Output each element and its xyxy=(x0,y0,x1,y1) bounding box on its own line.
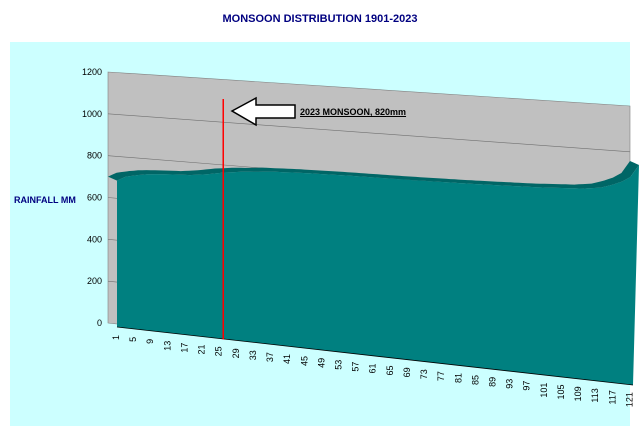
x-tick-label: 49 xyxy=(316,358,326,368)
area-top-surface xyxy=(108,161,639,189)
y-tick-label: 600 xyxy=(87,193,102,203)
x-tick-label: 37 xyxy=(265,352,275,362)
x-tick-label: 17 xyxy=(179,343,189,353)
x-tick-label: 13 xyxy=(162,341,172,351)
chart-title: MONSOON DISTRIBUTION 1901-2023 xyxy=(222,13,418,25)
y-axis-label: RAINFALL MM xyxy=(14,195,76,205)
x-tick-label: 25 xyxy=(214,346,224,356)
x-tick-label: 109 xyxy=(573,386,583,401)
x-tick-label: 85 xyxy=(470,375,480,385)
x-tick-label: 101 xyxy=(539,383,549,398)
x-tick-label: 21 xyxy=(197,345,207,355)
x-tick-label: 81 xyxy=(453,373,463,383)
x-tick-label: 45 xyxy=(299,356,309,366)
x-tick-label: 117 xyxy=(607,390,617,404)
x-tick-label: 9 xyxy=(145,339,155,344)
y-tick-label: 1000 xyxy=(82,109,102,119)
y-tick-label: 1200 xyxy=(82,67,102,77)
x-tick-label: 41 xyxy=(282,354,292,364)
x-tick-label: 29 xyxy=(231,348,241,358)
x-tick-label: 105 xyxy=(556,384,566,399)
area-series xyxy=(117,165,639,385)
x-tick-label: 77 xyxy=(436,371,446,381)
x-tick-label: 113 xyxy=(590,388,600,402)
x-tick-label: 93 xyxy=(505,379,515,389)
arrow-left-icon xyxy=(230,96,296,127)
x-tick-label: 97 xyxy=(522,381,532,391)
x-axis-line xyxy=(116,326,634,386)
y-tick-label: 0 xyxy=(97,318,102,328)
x-tick-label: 61 xyxy=(368,364,378,374)
x-tick-label: 89 xyxy=(488,377,498,387)
x-tick-label: 57 xyxy=(351,362,361,372)
x-tick-label: 69 xyxy=(402,367,412,377)
marker-annotation: 2023 MONSOON, 820mm xyxy=(300,107,407,117)
gridline xyxy=(107,113,631,153)
x-tick-label: 5 xyxy=(128,337,138,342)
x-tick-label: 73 xyxy=(419,369,429,379)
x-tick-label: 33 xyxy=(248,350,258,360)
y-tick-label: 800 xyxy=(87,151,102,161)
y-tick-label: 400 xyxy=(87,234,102,244)
x-tick-label: 53 xyxy=(333,360,343,370)
y-tick-label: 200 xyxy=(87,276,102,286)
x-tick-label: 121 xyxy=(624,392,634,407)
x-tick-label: 1 xyxy=(111,335,121,340)
x-tick-label: 65 xyxy=(385,365,395,375)
